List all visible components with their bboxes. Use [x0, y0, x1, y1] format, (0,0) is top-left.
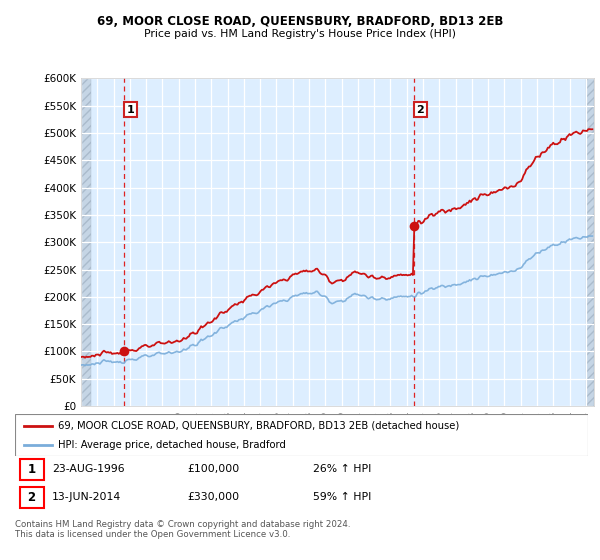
Bar [586, 78, 594, 406]
Bar [586, 78, 594, 406]
Text: £330,000: £330,000 [187, 492, 239, 502]
Bar [20, 487, 44, 508]
Text: 13-JUN-2014: 13-JUN-2014 [52, 492, 121, 502]
Text: 26% ↑ HPI: 26% ↑ HPI [313, 464, 371, 474]
Text: £100,000: £100,000 [187, 464, 239, 474]
Text: 1: 1 [28, 463, 35, 476]
Text: Price paid vs. HM Land Registry's House Price Index (HPI): Price paid vs. HM Land Registry's House … [144, 29, 456, 39]
Text: 2: 2 [416, 105, 424, 115]
Bar [81, 78, 91, 406]
Text: 23-AUG-1996: 23-AUG-1996 [52, 464, 125, 474]
Text: Contains HM Land Registry data © Crown copyright and database right 2024.
This d: Contains HM Land Registry data © Crown c… [15, 520, 350, 539]
Bar [81, 78, 91, 406]
Text: 2: 2 [28, 491, 35, 504]
Text: 69, MOOR CLOSE ROAD, QUEENSBURY, BRADFORD, BD13 2EB (detached house): 69, MOOR CLOSE ROAD, QUEENSBURY, BRADFOR… [58, 421, 459, 431]
Text: HPI: Average price, detached house, Bradford: HPI: Average price, detached house, Brad… [58, 440, 286, 450]
Text: 1: 1 [127, 105, 134, 115]
Text: 59% ↑ HPI: 59% ↑ HPI [313, 492, 371, 502]
Bar [20, 459, 44, 480]
Text: 69, MOOR CLOSE ROAD, QUEENSBURY, BRADFORD, BD13 2EB: 69, MOOR CLOSE ROAD, QUEENSBURY, BRADFOR… [97, 15, 503, 27]
